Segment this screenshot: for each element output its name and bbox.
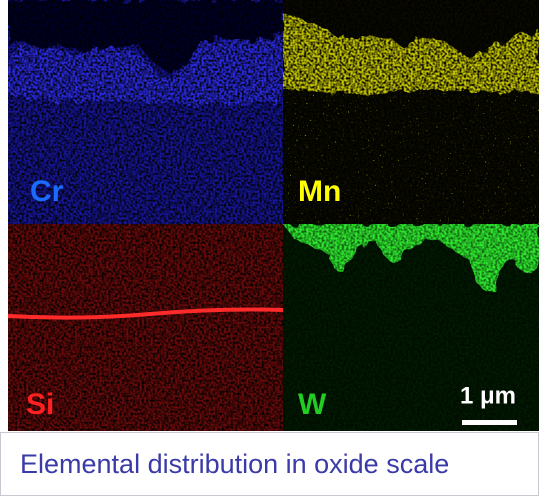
w-map xyxy=(283,224,539,431)
panel-label: Mn xyxy=(298,175,341,208)
si-map xyxy=(8,224,283,431)
cr-map xyxy=(8,0,283,224)
caption: Elemental distribution in oxide scale xyxy=(20,449,449,479)
caption-box xyxy=(0,432,539,496)
si-line xyxy=(8,307,283,320)
panel-label: Si xyxy=(26,388,54,421)
panel-label: W xyxy=(298,388,327,421)
scale-bar-label: 1 μm xyxy=(460,382,516,409)
panel-label: Cr xyxy=(30,175,64,208)
mn-map xyxy=(283,0,539,224)
scale-bar xyxy=(462,420,517,425)
